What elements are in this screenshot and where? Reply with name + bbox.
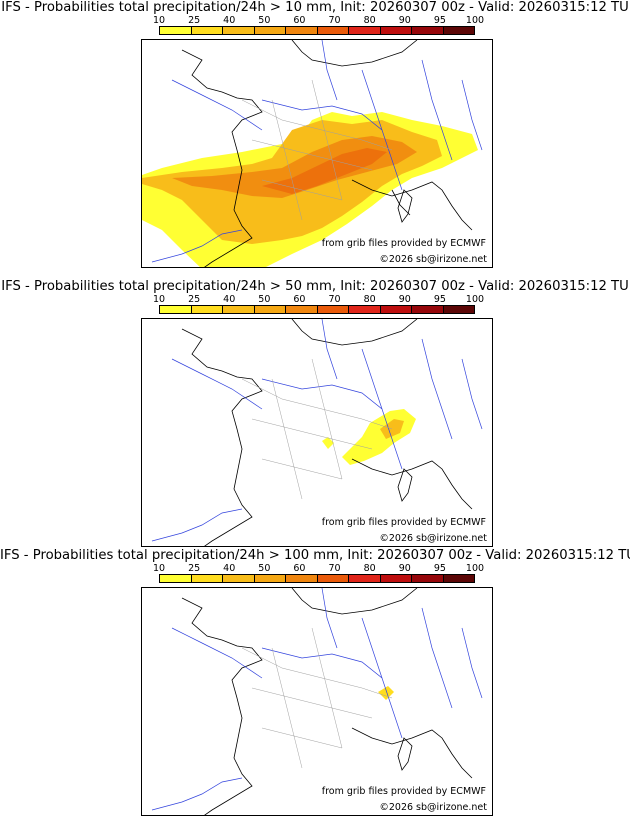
colorbar-segment	[443, 575, 474, 582]
colorbar-segment	[317, 306, 349, 313]
colorbar-segment	[286, 27, 318, 34]
colorbar-tick-label: 80	[363, 563, 376, 574]
colorbar-tick-label: 50	[258, 15, 271, 26]
colorbar-tick-label: 50	[258, 294, 271, 305]
colorbar-tick-label: 10	[152, 15, 166, 26]
colorbar-tick-label: 70	[328, 563, 341, 574]
precip-field	[378, 686, 394, 700]
colorbar-segment	[317, 575, 349, 582]
colorbar	[159, 26, 475, 35]
colorbar-segment	[349, 306, 381, 313]
colorbar-tick-label: 90	[398, 563, 411, 574]
colorbar-segment	[223, 306, 255, 313]
panel-title: IFS - Probabilities total precipitation/…	[1, 279, 629, 294]
colorbar-tick-label: 10	[152, 563, 166, 574]
map-canvas	[151, 319, 483, 546]
colorbar-labels: 10 25 40 50 60 70 80 90 95 100	[153, 563, 484, 574]
panel-50mm: IFS - Probabilities total precipitation/…	[0, 279, 630, 547]
credit-source: from grib files provided by ECMWF	[321, 517, 486, 528]
panel-100mm: IFS - Probabilities total precipitation/…	[0, 548, 630, 816]
colorbar-tick-label: 90	[398, 15, 411, 26]
coastline	[181, 40, 473, 267]
credit-copyright: ©2026 sb@irizone.net	[379, 802, 487, 813]
precip-field	[142, 112, 478, 267]
colorbar-segment	[160, 575, 192, 582]
colorbar-segment	[443, 27, 474, 34]
colorbar-tick-label: 80	[363, 294, 376, 305]
colorbar-segment	[412, 306, 444, 313]
colorbar-segment	[191, 27, 223, 34]
colorbar-segment	[349, 575, 381, 582]
colorbar-tick-label: 100	[465, 563, 485, 574]
colorbar-segment	[286, 306, 318, 313]
precip-map-50mm: from grib files provided by ECMWF ©2026 …	[141, 318, 493, 547]
colorbar-segment	[223, 27, 255, 34]
colorbar-tick-label: 95	[433, 563, 446, 574]
colorbar-tick-label: 40	[223, 15, 236, 26]
colorbar-tick-label: 40	[223, 563, 236, 574]
colorbar-segment	[380, 575, 412, 582]
colorbar-segment	[412, 575, 444, 582]
colorbar-tick-label: 90	[398, 294, 411, 305]
colorbar-labels: 10 25 40 50 60 70 80 90 95 100	[153, 294, 484, 305]
colorbar-segment	[160, 306, 192, 313]
colorbar-segment	[254, 306, 286, 313]
admin-boundaries	[241, 358, 393, 500]
precip-map-10mm: from grib files provided by ECMWF ©2026 …	[141, 39, 493, 268]
colorbar-segment	[443, 306, 474, 313]
map-canvas	[151, 588, 483, 815]
colorbar-segment	[380, 27, 412, 34]
colorbar-segment	[254, 575, 286, 582]
colorbar-segment	[254, 27, 286, 34]
colorbar-tick-label: 100	[465, 15, 485, 26]
colorbar-tick-label: 60	[293, 294, 306, 305]
precip-map-100mm: from grib files provided by ECMWF ©2026 …	[141, 587, 493, 816]
colorbar-segment	[286, 575, 318, 582]
colorbar-segment	[412, 27, 444, 34]
coastline	[181, 319, 473, 546]
credit-source: from grib files provided by ECMWF	[321, 786, 486, 797]
colorbar-segment	[191, 306, 223, 313]
credit-copyright: ©2026 sb@irizone.net	[379, 254, 487, 265]
panel-title: IFS - Probabilities total precipitation/…	[0, 548, 630, 563]
colorbar-segment	[223, 575, 255, 582]
colorbar	[159, 305, 475, 314]
colorbar-segment	[160, 27, 192, 34]
admin-boundaries	[241, 79, 393, 221]
colorbar-segment	[317, 27, 349, 34]
colorbar-tick-label: 40	[223, 294, 236, 305]
admin-boundaries	[241, 627, 393, 769]
colorbar-tick-label: 60	[293, 563, 306, 574]
credit-source: from grib files provided by ECMWF	[321, 238, 486, 249]
colorbar-tick-label: 10	[152, 294, 166, 305]
rivers	[151, 40, 483, 263]
colorbar-tick-label: 25	[188, 563, 201, 574]
colorbar-tick-label: 80	[363, 15, 376, 26]
rivers	[151, 319, 483, 542]
credit-copyright: ©2026 sb@irizone.net	[379, 533, 487, 544]
colorbar-tick-label: 25	[188, 294, 201, 305]
colorbar-labels: 10 25 40 50 60 70 80 90 95 100	[153, 15, 484, 26]
panel-title: IFS - Probabilities total precipitation/…	[1, 0, 629, 15]
colorbar-tick-label: 95	[433, 15, 446, 26]
colorbar-tick-label: 50	[258, 563, 271, 574]
precip-field	[322, 409, 416, 465]
map-canvas	[142, 40, 483, 267]
colorbar-tick-label: 70	[328, 294, 341, 305]
colorbar-segment	[380, 306, 412, 313]
colorbar-segment	[191, 575, 223, 582]
coastline	[181, 588, 473, 815]
colorbar	[159, 574, 475, 583]
colorbar-tick-label: 95	[433, 294, 446, 305]
colorbar-tick-label: 70	[328, 15, 341, 26]
panel-10mm: IFS - Probabilities total precipitation/…	[0, 0, 630, 268]
colorbar-tick-label: 60	[293, 15, 306, 26]
colorbar-tick-label: 25	[188, 15, 201, 26]
colorbar-tick-label: 100	[465, 294, 485, 305]
rivers	[151, 588, 483, 811]
colorbar-segment	[349, 27, 381, 34]
